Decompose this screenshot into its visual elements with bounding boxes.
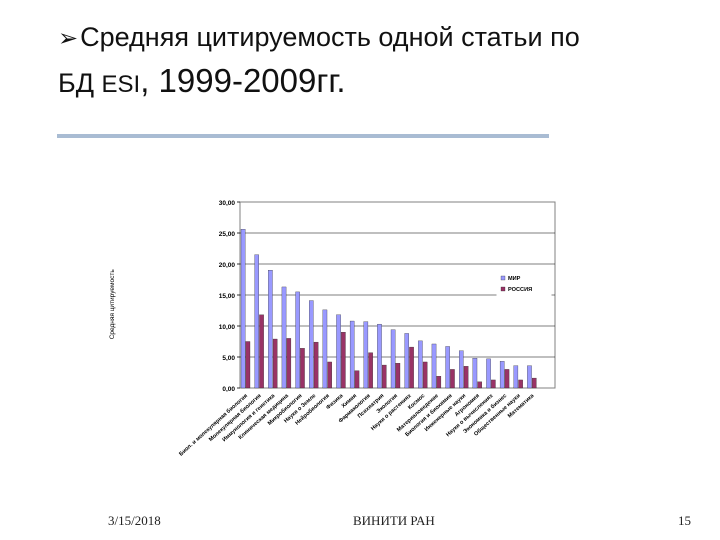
bar-world bbox=[459, 350, 464, 389]
legend-box bbox=[496, 271, 552, 303]
arrow-bullet-icon: ➢ bbox=[58, 25, 79, 52]
bar-world bbox=[527, 365, 532, 389]
slide-title-line2: БД ESI, 1999-2009гг. bbox=[58, 62, 698, 104]
y-tick-label: 20,00 bbox=[219, 262, 236, 269]
legend-label: МИР bbox=[508, 276, 521, 282]
bar-world bbox=[377, 323, 382, 389]
y-tick-label: 30,00 bbox=[219, 200, 236, 207]
bar-russia bbox=[518, 379, 523, 389]
bar-russia bbox=[504, 369, 510, 389]
footer-date: 3/15/2018 bbox=[108, 513, 161, 528]
bar-russia bbox=[409, 346, 414, 389]
bar-russia bbox=[300, 348, 305, 389]
bar-russia bbox=[477, 381, 482, 389]
bar-russia bbox=[327, 361, 332, 389]
bar-world bbox=[363, 321, 369, 389]
category-label: Молекулярная биология bbox=[207, 392, 262, 443]
legend: МИР РОССИЯ bbox=[496, 271, 552, 303]
bar-russia bbox=[368, 352, 373, 389]
bar-world bbox=[281, 286, 287, 389]
footer-organization: ВИНИТИ РАН bbox=[353, 513, 435, 528]
bar-world bbox=[445, 346, 450, 389]
bar-world bbox=[472, 358, 478, 389]
bar-world bbox=[418, 340, 423, 389]
slide-title: ➢Средняя цитируемость одной статьи по БД… bbox=[58, 18, 698, 104]
slide-title-esi: ESI bbox=[101, 71, 141, 98]
footer-page-number: 15 bbox=[678, 513, 691, 528]
bar-russia bbox=[450, 369, 455, 389]
bar-world bbox=[295, 291, 300, 389]
bar-russia bbox=[341, 332, 346, 389]
bar-russia bbox=[354, 370, 360, 389]
slide-title-db-prefix: БД bbox=[58, 68, 102, 98]
bar-world bbox=[240, 229, 246, 389]
bar-world bbox=[390, 329, 396, 389]
citation-bar-chart: 0,00 5,00 10,00 15,00 20,00 25,00 30,00 Средняя… bbox=[109, 200, 556, 458]
bar-world bbox=[513, 365, 519, 389]
y-tick-label: 0,00 bbox=[222, 386, 235, 393]
bar-russia bbox=[272, 338, 278, 389]
bar-world bbox=[486, 358, 491, 389]
bar-russia bbox=[395, 363, 401, 389]
legend-swatch bbox=[500, 275, 506, 281]
bar-russia bbox=[436, 376, 442, 389]
y-tick-label: 15,00 bbox=[219, 293, 236, 300]
slide-title-line1: Средняя цитируемость одной статьи по bbox=[80, 22, 580, 52]
bar-world bbox=[309, 300, 314, 389]
bar-russia bbox=[422, 361, 428, 389]
bar-world bbox=[349, 320, 355, 389]
bar-russia bbox=[382, 364, 387, 389]
bar-russia bbox=[463, 366, 469, 389]
y-tick-label: 10,00 bbox=[219, 324, 236, 331]
bar-russia bbox=[286, 338, 292, 389]
title-divider bbox=[57, 134, 549, 138]
bar-world bbox=[268, 270, 273, 389]
bar-world bbox=[499, 361, 505, 389]
bar-russia bbox=[491, 379, 496, 389]
bar-world bbox=[336, 314, 341, 389]
bar-world bbox=[254, 254, 259, 389]
y-axis-title: Средняя цитируемость bbox=[109, 269, 116, 340]
bar-world bbox=[322, 309, 328, 389]
legend-label: РОССИЯ bbox=[508, 287, 532, 293]
bar-russia bbox=[259, 314, 264, 389]
bar-world bbox=[431, 343, 437, 389]
bar-russia bbox=[245, 341, 251, 389]
slide-title-years: , 1999-2009гг. bbox=[140, 62, 346, 99]
bar-russia bbox=[313, 341, 319, 389]
y-tick-label: 25,00 bbox=[219, 231, 236, 238]
bar-russia bbox=[532, 377, 537, 389]
legend-swatch bbox=[500, 286, 506, 292]
bar-world bbox=[404, 333, 409, 389]
y-tick-label: 5,00 bbox=[222, 355, 235, 362]
